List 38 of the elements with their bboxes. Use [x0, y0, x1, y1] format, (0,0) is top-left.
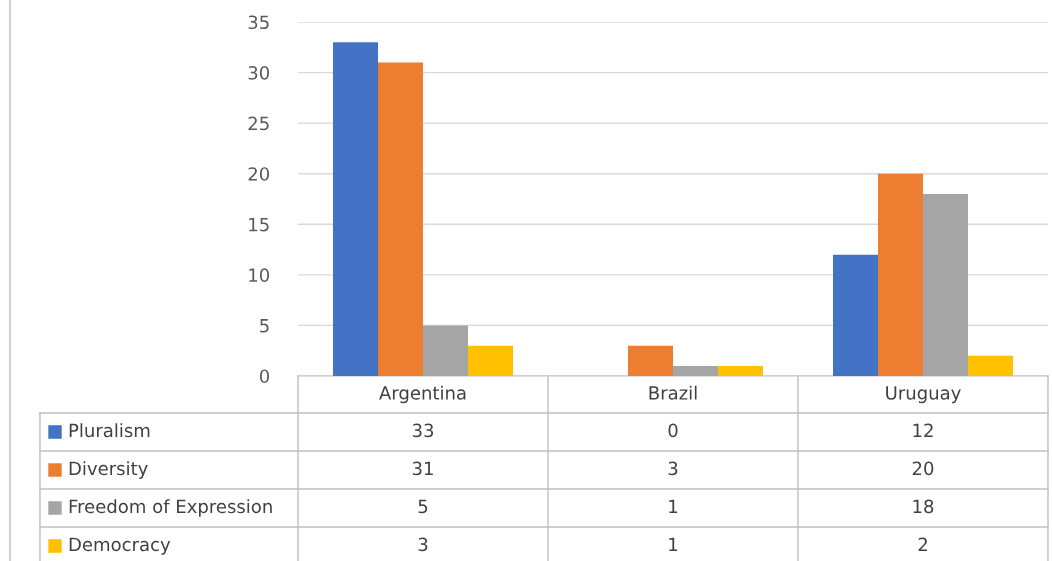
- bar: [628, 345, 673, 376]
- data-label: 33: [412, 423, 434, 438]
- y-tick-label: 0: [259, 369, 270, 384]
- data-label: 18: [913, 499, 934, 514]
- legend-label: Pluralism: [69, 423, 150, 438]
- bar: [833, 254, 878, 376]
- bar: [878, 173, 923, 376]
- data-label: 5: [418, 499, 428, 514]
- x-tick-label: Brazil: [649, 385, 697, 400]
- y-tick-label: 30: [248, 66, 270, 80]
- legend-label: Democracy: [69, 537, 171, 555]
- y-tick-label: 25: [248, 116, 269, 131]
- data-label: 20: [912, 461, 934, 476]
- y-tick-label: 10: [249, 268, 270, 282]
- y-tick-label: 5: [260, 319, 269, 333]
- bar: [968, 355, 1013, 376]
- bar: [923, 193, 968, 376]
- bar: [718, 365, 763, 376]
- bar: [378, 62, 423, 376]
- data-label: 0: [668, 423, 678, 438]
- legend-label: Diversity: [69, 461, 148, 479]
- y-tick-label: 35: [248, 15, 269, 30]
- bar: [468, 345, 513, 376]
- legend-label: Freedom of Expression: [69, 499, 272, 517]
- data-label: 2: [918, 537, 927, 551]
- data-label: 1: [669, 537, 678, 551]
- x-tick-label: Argentina: [379, 385, 466, 404]
- y-tick-label: 20: [248, 167, 270, 181]
- data-label: 31: [412, 461, 433, 476]
- bar: [673, 365, 718, 376]
- x-tick-label: Uruguay: [886, 386, 961, 404]
- data-label: 3: [418, 537, 428, 552]
- y-tick-label: 15: [249, 217, 269, 232]
- bar: [333, 42, 378, 376]
- data-label: 1: [669, 499, 678, 513]
- data-label: 3: [668, 461, 678, 476]
- data-label: 12: [913, 423, 933, 437]
- bar: [423, 325, 468, 376]
